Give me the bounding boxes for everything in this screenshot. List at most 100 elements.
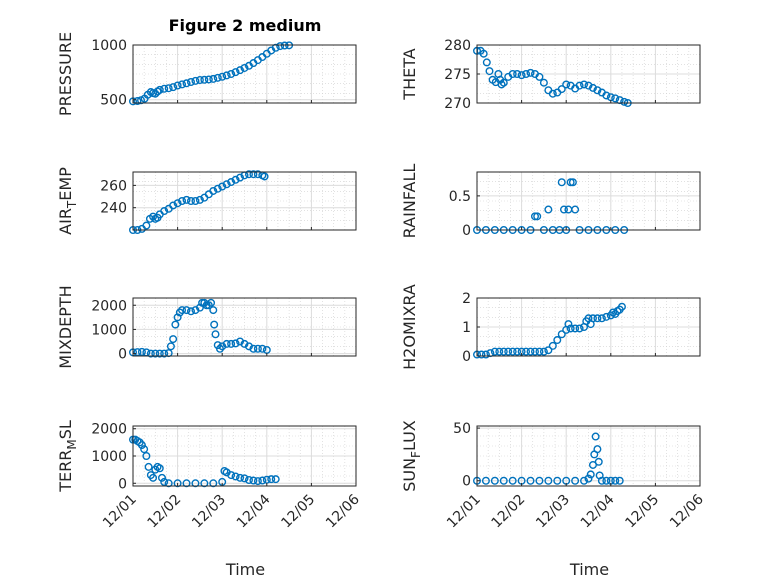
data-point bbox=[142, 221, 151, 230]
data-point bbox=[495, 347, 504, 356]
axes-1: 500 1000 PRESSURE bbox=[56, 32, 357, 116]
data-point bbox=[227, 69, 236, 78]
data-point bbox=[553, 88, 562, 97]
data-point bbox=[140, 445, 149, 454]
data-point bbox=[182, 195, 191, 204]
data-point bbox=[200, 479, 209, 488]
data-point bbox=[553, 336, 562, 345]
y-axis-label: MIXDEPTH bbox=[56, 285, 75, 368]
data-point bbox=[178, 306, 187, 315]
data-point bbox=[249, 170, 258, 179]
data-point bbox=[548, 341, 557, 350]
data-point bbox=[588, 460, 597, 469]
data-point bbox=[195, 76, 204, 85]
data-point bbox=[155, 85, 164, 94]
data-point bbox=[209, 186, 218, 195]
data-point bbox=[586, 470, 595, 479]
y-tick-label: 270 bbox=[444, 96, 471, 112]
data-point bbox=[164, 84, 173, 93]
data-point bbox=[218, 182, 227, 191]
data-point bbox=[526, 476, 535, 485]
data-point bbox=[160, 84, 169, 93]
data-point bbox=[544, 476, 553, 485]
axes-4: 0 0.5 RAINFALL bbox=[400, 164, 701, 239]
data-point bbox=[160, 349, 169, 358]
data-point bbox=[271, 475, 280, 484]
data-point bbox=[146, 349, 155, 358]
data-point bbox=[215, 344, 224, 353]
data-point bbox=[236, 173, 245, 182]
data-point bbox=[617, 302, 626, 311]
data-point bbox=[557, 330, 566, 339]
data-point bbox=[218, 72, 227, 81]
data-point bbox=[240, 474, 249, 483]
data-point bbox=[173, 81, 182, 90]
data-point bbox=[160, 477, 169, 486]
data-point bbox=[522, 347, 531, 356]
y-tick-label: 1000 bbox=[91, 449, 127, 465]
data-point bbox=[571, 324, 580, 333]
data-point bbox=[253, 477, 262, 486]
data-point bbox=[227, 471, 236, 480]
data-point bbox=[253, 170, 262, 179]
data-point bbox=[227, 339, 236, 348]
y-tick-label: 50 bbox=[453, 421, 471, 437]
axes-box bbox=[476, 425, 701, 487]
data-point bbox=[571, 476, 580, 485]
data-point bbox=[481, 350, 490, 359]
data-point bbox=[504, 347, 513, 356]
y-tick-label: 240 bbox=[100, 201, 127, 217]
data-point bbox=[210, 320, 219, 329]
data-point bbox=[535, 476, 544, 485]
data-point bbox=[258, 476, 267, 485]
data-point bbox=[564, 320, 573, 329]
data-point bbox=[539, 78, 548, 87]
y-tick-label: 500 bbox=[100, 93, 127, 109]
data-point bbox=[508, 69, 517, 78]
data-point bbox=[169, 83, 178, 92]
data-point bbox=[151, 89, 160, 98]
data-point bbox=[207, 298, 216, 307]
data-point bbox=[597, 476, 606, 485]
data-point bbox=[280, 41, 289, 50]
data-point bbox=[602, 476, 611, 485]
data-point bbox=[137, 441, 146, 450]
data-point bbox=[231, 339, 240, 348]
x-tick-label: 12/04 bbox=[578, 491, 618, 531]
y-tick-label: 0 bbox=[118, 347, 127, 363]
data-point bbox=[526, 347, 535, 356]
data-point bbox=[200, 75, 209, 84]
data-point bbox=[240, 63, 249, 72]
data-point bbox=[526, 68, 535, 77]
y-tick-label: 2000 bbox=[91, 298, 127, 314]
data-point bbox=[209, 74, 218, 83]
data-point bbox=[580, 476, 589, 485]
data-point bbox=[499, 78, 508, 87]
data-point bbox=[231, 175, 240, 184]
data-point bbox=[485, 67, 494, 76]
data-point bbox=[588, 83, 597, 92]
data-point bbox=[173, 313, 182, 322]
data-point bbox=[178, 196, 187, 205]
data-point bbox=[497, 80, 506, 89]
data-point bbox=[236, 337, 245, 346]
data-point bbox=[175, 308, 184, 317]
data-point bbox=[231, 472, 240, 481]
data-point bbox=[260, 172, 269, 181]
axes-8: 0 50 12/01 12/02 12/03 12/04 12/05 12/06 SUNFLUX… bbox=[400, 420, 707, 579]
data-point bbox=[548, 89, 557, 98]
data-point bbox=[513, 69, 522, 78]
axes-2: 270 275 280 THETA bbox=[400, 38, 701, 112]
y-tick-label: 280 bbox=[444, 38, 471, 54]
data-point bbox=[602, 312, 611, 321]
data-point bbox=[482, 58, 491, 67]
axes-3: 240 260 AIRTEMP bbox=[56, 167, 357, 235]
data-point bbox=[267, 475, 276, 484]
y-axis-label: H2OMIXRA bbox=[400, 284, 419, 370]
y-tick-label: 0.5 bbox=[449, 189, 471, 205]
data-point bbox=[204, 301, 213, 310]
data-point bbox=[137, 347, 146, 356]
data-point bbox=[594, 457, 603, 466]
data-point bbox=[222, 339, 231, 348]
y-tick-label: 0 bbox=[462, 223, 471, 239]
